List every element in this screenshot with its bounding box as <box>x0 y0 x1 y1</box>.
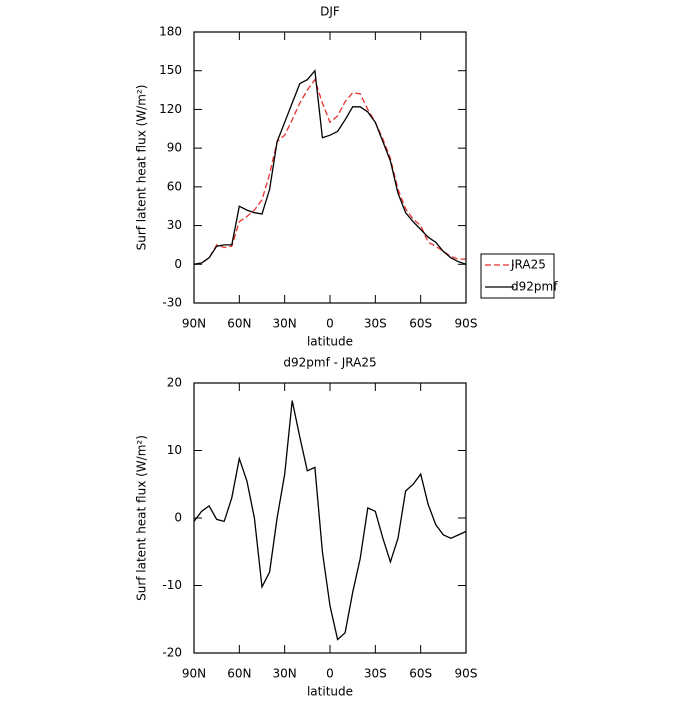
legend-box <box>480 253 555 299</box>
data-line <box>193 78 466 265</box>
x-axis-label: latitude <box>307 335 353 349</box>
y-tick-label: 120 <box>159 102 182 116</box>
y-tick-label: 90 <box>167 141 182 155</box>
y-tick-label: 0 <box>174 257 182 271</box>
x-tick-label: 30S <box>364 667 387 681</box>
legend-label: d92pmf <box>511 280 558 294</box>
x-tick-label: 30S <box>364 317 387 331</box>
plot-frame <box>193 382 467 654</box>
x-axis-label: latitude <box>307 685 353 699</box>
plot-frame <box>193 31 467 304</box>
x-tick-label: 30N <box>273 317 297 331</box>
y-tick-label: 10 <box>167 443 182 457</box>
chart-title: d92pmf - JRA25 <box>283 356 376 370</box>
y-tick-label: 180 <box>159 25 182 39</box>
legend-label: JRA25 <box>510 258 546 272</box>
y-tick-label: 60 <box>167 179 182 193</box>
x-tick-label: 90S <box>455 667 478 681</box>
y-tick-label: -20 <box>162 646 182 660</box>
y-tick-label: -30 <box>162 296 182 310</box>
y-tick-label: 30 <box>167 218 182 232</box>
x-tick-label: 90N <box>182 317 206 331</box>
x-tick-label: 60N <box>227 317 251 331</box>
x-tick-label: 60S <box>409 317 432 331</box>
x-tick-label: 60N <box>227 667 251 681</box>
y-tick-label: 150 <box>159 63 182 77</box>
y-tick-label: 0 <box>174 511 182 525</box>
y-axis-label: Surf latent heat flux (W/m²) <box>135 85 149 251</box>
x-tick-label: 30N <box>273 667 297 681</box>
data-line <box>193 69 467 265</box>
x-tick-label: 0 <box>326 317 334 331</box>
y-axis-label: Surf latent heat flux (W/m²) <box>135 435 149 601</box>
x-tick-label: 90N <box>182 667 206 681</box>
y-tick-label: 20 <box>167 376 182 390</box>
y-tick-label: -10 <box>162 578 182 592</box>
x-tick-label: 60S <box>409 667 432 681</box>
x-tick-label: 90S <box>455 317 478 331</box>
x-tick-label: 0 <box>326 667 334 681</box>
chart-title: DJF <box>320 5 340 19</box>
data-line <box>193 400 467 641</box>
